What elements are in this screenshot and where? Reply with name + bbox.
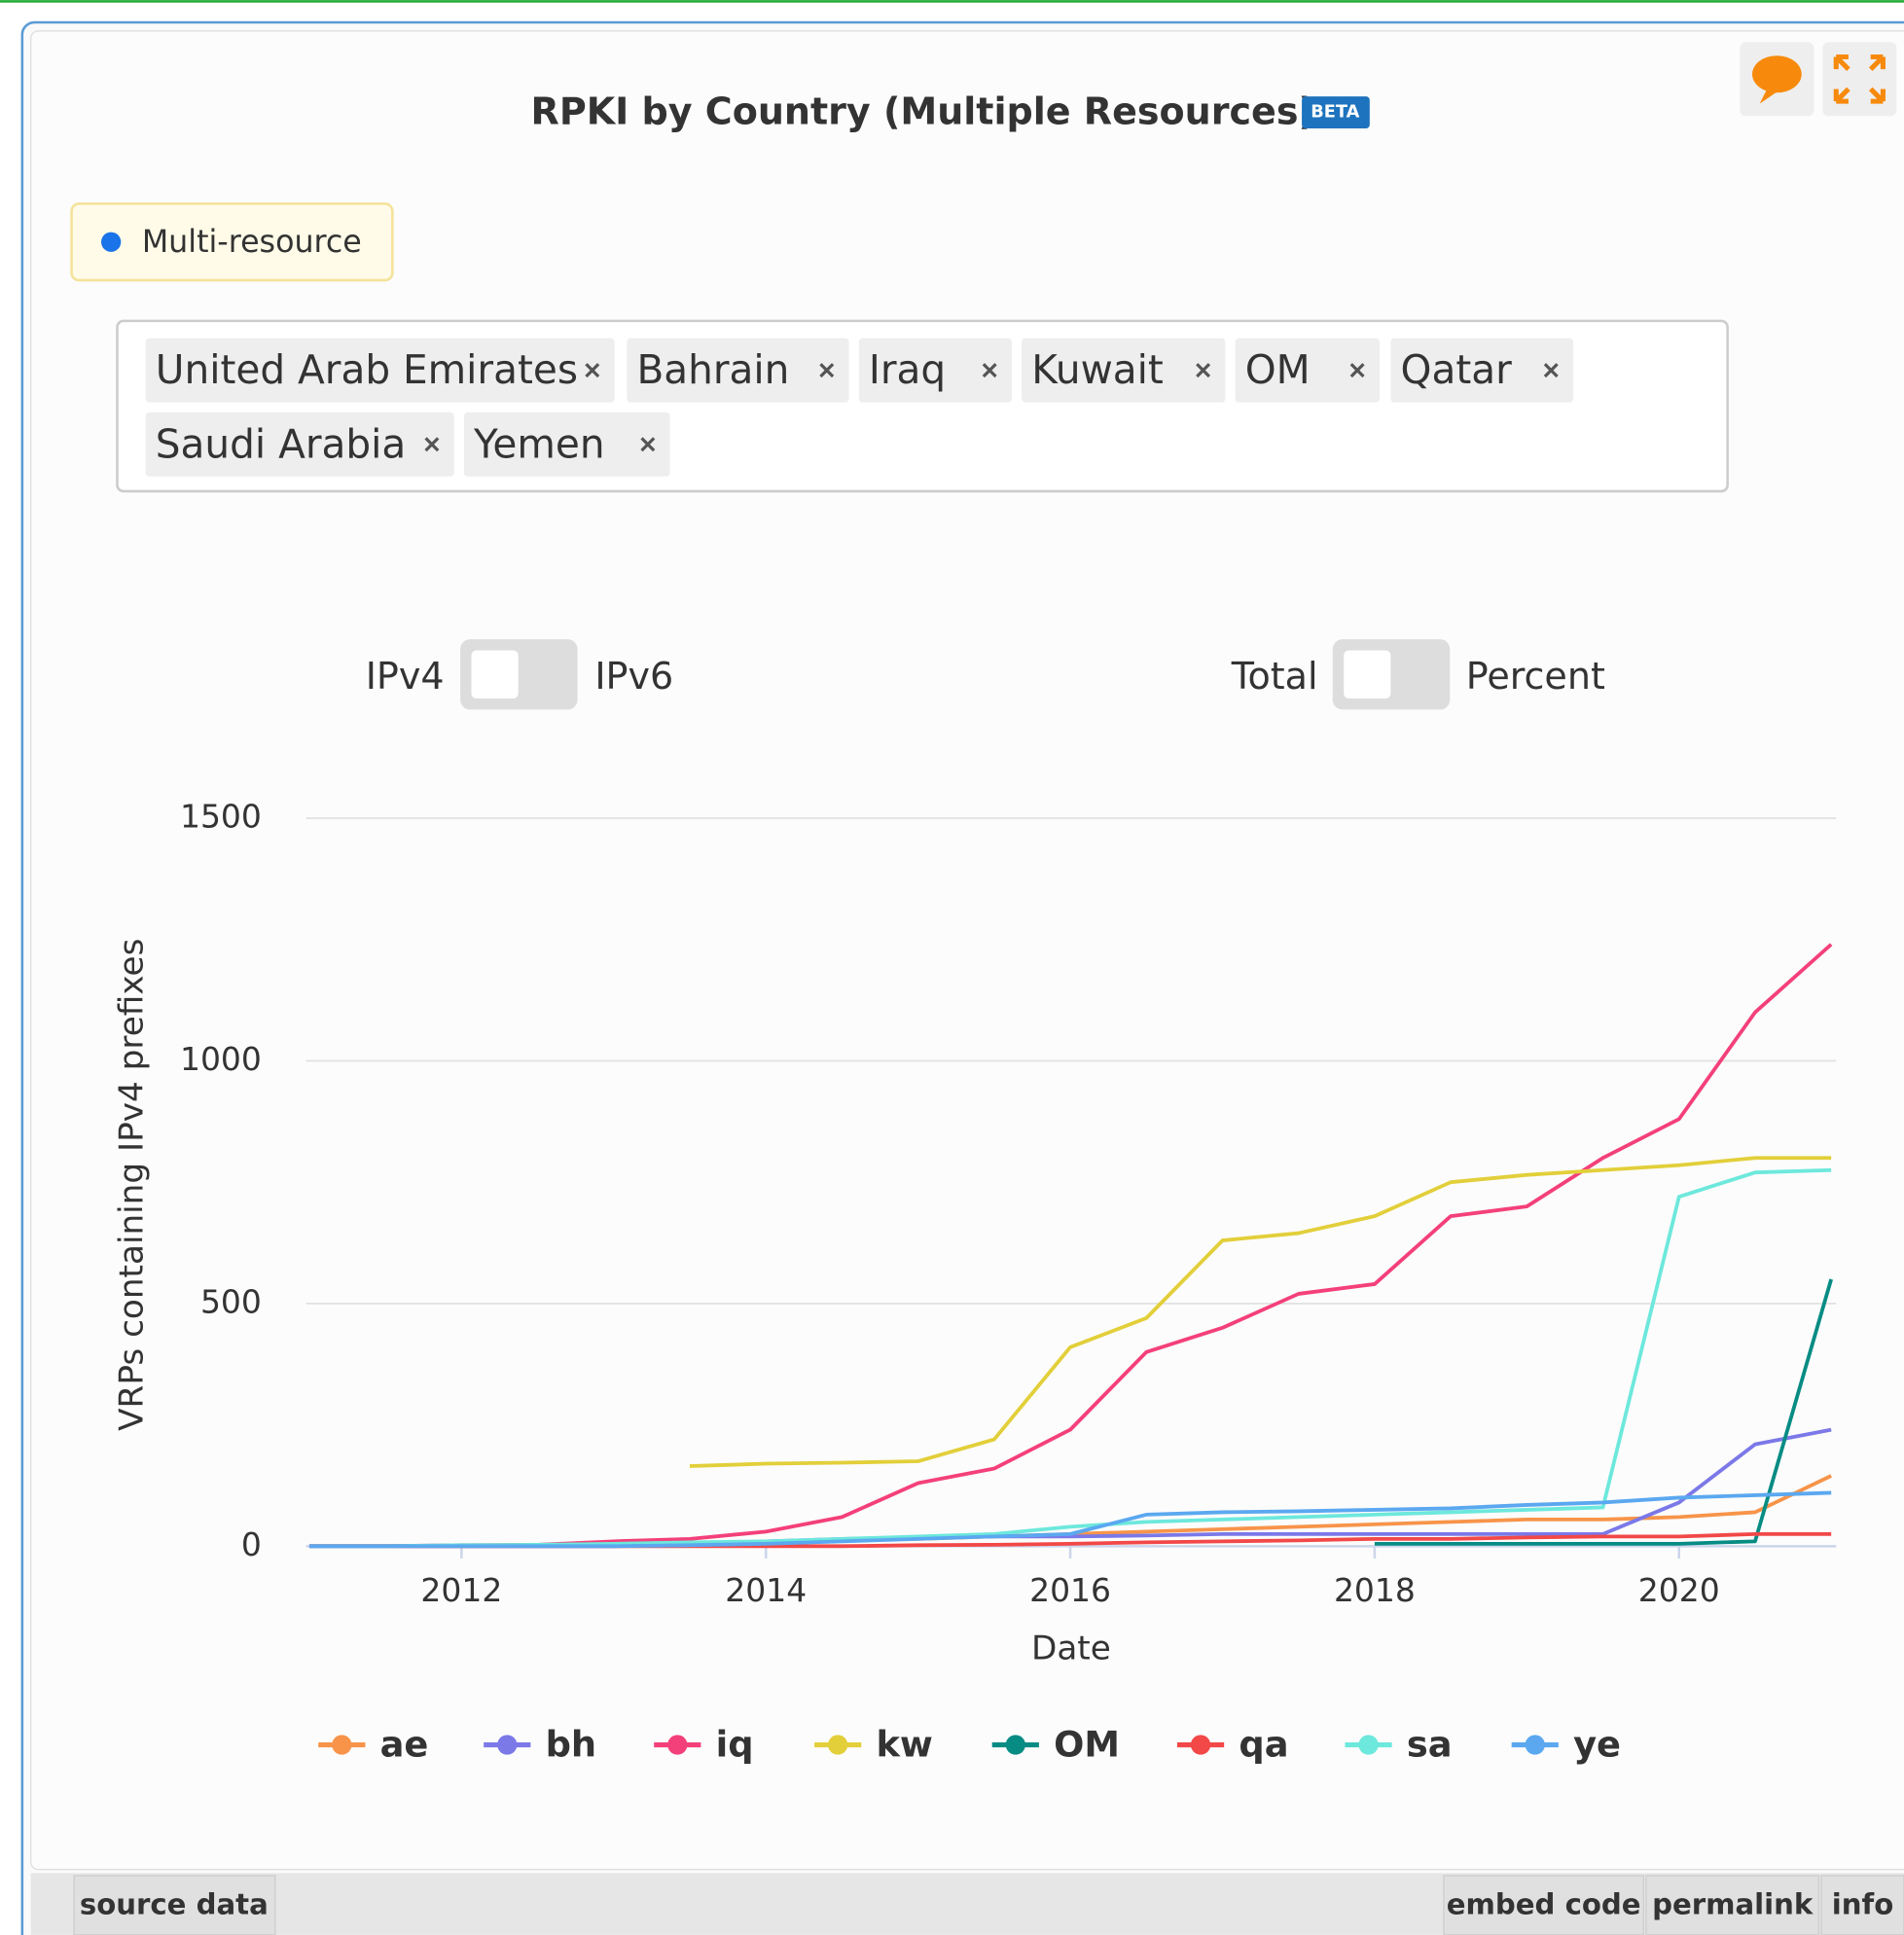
x-tick-label: 2018 xyxy=(1334,1571,1416,1609)
legend-label[interactable]: bh xyxy=(546,1723,597,1765)
legend-marker[interactable] xyxy=(667,1735,688,1755)
y-tick-label: 1500 xyxy=(180,798,262,836)
fullscreen-icon xyxy=(1833,54,1886,104)
tag-remove[interactable] xyxy=(1196,363,1211,378)
y-tick-label: 500 xyxy=(200,1282,262,1320)
toggle-left-label: IPv4 xyxy=(366,655,445,698)
footer-button[interactable] xyxy=(1645,1875,1820,1935)
tag-remove[interactable] xyxy=(819,363,835,378)
tag-label: Iraq xyxy=(869,346,946,393)
title: RPKI by Country (Multiple Resources) xyxy=(531,90,1315,132)
series-line xyxy=(689,1156,1832,1468)
tag-remove[interactable] xyxy=(1543,363,1559,378)
tag[interactable] xyxy=(463,412,670,477)
beta-text: BETA xyxy=(1311,103,1359,123)
legend-label[interactable]: ye xyxy=(1573,1723,1621,1765)
legend-marker[interactable] xyxy=(332,1735,352,1755)
tag[interactable] xyxy=(145,338,615,403)
footer-link[interactable]: source data xyxy=(80,1888,269,1921)
top-bar xyxy=(0,0,1904,3)
tag[interactable] xyxy=(145,412,454,477)
series-line xyxy=(308,1490,1832,1549)
y-tick-label: 0 xyxy=(241,1525,262,1563)
tag-label: Yemen xyxy=(473,420,605,467)
tag-remove[interactable] xyxy=(982,363,997,378)
resource-dot xyxy=(101,232,122,252)
tag-label: Saudi Arabia xyxy=(156,420,406,467)
tag-remove[interactable] xyxy=(1349,363,1365,378)
tag[interactable] xyxy=(1390,338,1574,403)
footer-link[interactable]: info xyxy=(1832,1888,1893,1921)
tag[interactable] xyxy=(1022,338,1226,403)
tag-label: United Arab Emirates xyxy=(156,346,578,393)
comment-icon xyxy=(1751,55,1802,93)
x-tick-label: 2012 xyxy=(420,1571,502,1609)
x-tick-label: 2020 xyxy=(1638,1571,1720,1609)
footer-link[interactable]: embed code xyxy=(1447,1888,1641,1921)
tag-remove[interactable] xyxy=(424,437,440,452)
footer-button[interactable] xyxy=(1443,1875,1645,1935)
legend-marker[interactable] xyxy=(1358,1735,1379,1755)
y-axis-title: VRPs containing IPv4 prefixes xyxy=(112,939,151,1431)
legend-marker[interactable] xyxy=(1190,1735,1211,1755)
toggle-left-label: Total xyxy=(1231,655,1318,698)
fullscreen-button[interactable] xyxy=(1822,42,1897,117)
tag-label: Qatar xyxy=(1401,346,1513,393)
legend-marker[interactable] xyxy=(828,1735,848,1755)
legend-marker[interactable] xyxy=(1005,1735,1025,1755)
footer-link[interactable]: permalink xyxy=(1652,1888,1814,1921)
toggle-knob xyxy=(1344,650,1391,699)
x-tick-label: 2016 xyxy=(1029,1571,1111,1609)
tag-label: Bahrain xyxy=(636,346,789,393)
series-line xyxy=(1374,1278,1833,1546)
x-axis-title: Date xyxy=(1031,1629,1111,1667)
comment-tail xyxy=(1759,89,1779,104)
toggle-right-label: IPv6 xyxy=(594,655,673,698)
tag[interactable] xyxy=(1235,338,1380,403)
resource-legend[interactable] xyxy=(70,202,394,282)
tag-label: OM xyxy=(1245,346,1311,393)
legend-label[interactable]: iq xyxy=(716,1723,754,1765)
tag[interactable] xyxy=(627,338,849,403)
legend-label[interactable]: ae xyxy=(380,1723,429,1765)
legend-marker[interactable] xyxy=(497,1735,518,1755)
legend-label[interactable]: qa xyxy=(1239,1723,1288,1765)
legend-marker[interactable] xyxy=(1525,1735,1545,1755)
resource-label: Multi-resource xyxy=(142,225,362,260)
y-tick-label: 1000 xyxy=(180,1040,262,1078)
footer-button[interactable] xyxy=(73,1875,276,1935)
beta-badge xyxy=(1302,96,1370,129)
tag-label: Kuwait xyxy=(1031,346,1164,393)
inner-panel xyxy=(30,30,1904,1871)
x-tick-label: 2014 xyxy=(725,1571,807,1609)
legend-label[interactable]: OM xyxy=(1054,1723,1120,1765)
legend-label[interactable]: kw xyxy=(876,1723,932,1765)
tag-remove[interactable] xyxy=(585,363,600,378)
toggle-knob xyxy=(471,650,519,699)
toggle-right-label: Percent xyxy=(1466,655,1605,698)
tag[interactable] xyxy=(858,338,1013,403)
tag-remove[interactable] xyxy=(640,437,656,452)
legend-label[interactable]: sa xyxy=(1407,1723,1453,1765)
footer-button[interactable] xyxy=(1820,1875,1904,1935)
